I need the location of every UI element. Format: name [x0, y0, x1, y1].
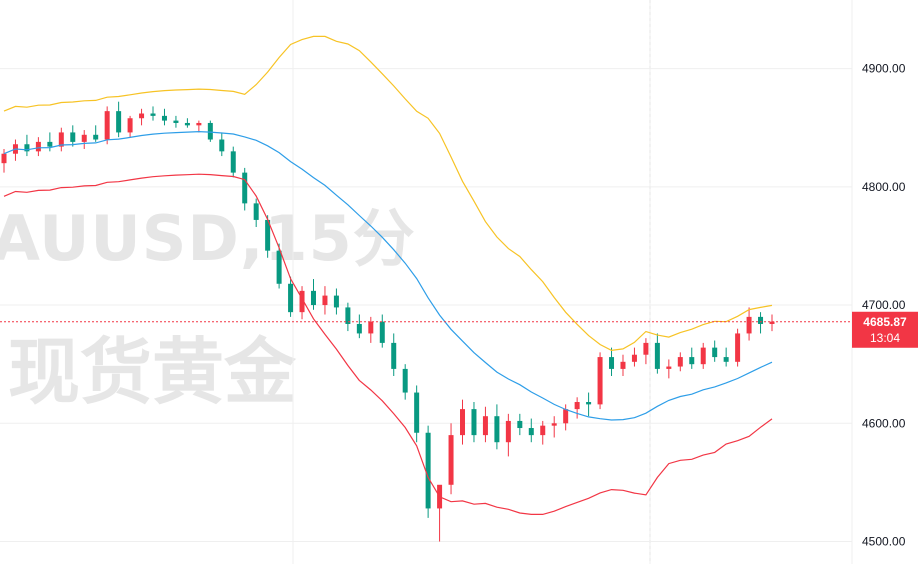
candle-body: [276, 250, 282, 284]
candle-body: [494, 416, 500, 443]
candle-body: [574, 402, 580, 410]
candle-body: [219, 139, 225, 152]
candle-body: [758, 316, 764, 324]
candle-body: [425, 432, 431, 509]
candle-body: [299, 290, 305, 313]
candle-body: [448, 435, 454, 485]
candle-body: [150, 113, 156, 116]
candle-body: [677, 357, 683, 367]
candle-body: [414, 392, 420, 433]
candle-body: [322, 295, 328, 306]
candle-body: [551, 423, 557, 426]
candle-body: [391, 342, 397, 369]
candle-body: [597, 357, 603, 405]
candle-body: [528, 428, 534, 436]
candle-body: [230, 151, 236, 173]
price-badge: [852, 311, 918, 348]
candle-body: [35, 141, 41, 152]
y-axis-tick-label: 4800.00: [862, 180, 906, 194]
candle-body: [517, 420, 523, 429]
candle-body: [345, 307, 351, 324]
candle-body: [242, 172, 248, 204]
candle-body: [93, 134, 99, 140]
price-badge-countdown: 13:04: [870, 331, 900, 345]
candle-body: [139, 113, 145, 119]
candle-body: [24, 144, 30, 152]
candle-body: [196, 122, 202, 126]
bollinger-middle-band: [3, 130, 773, 421]
candle-body: [540, 425, 546, 436]
candle-body: [609, 357, 615, 369]
candle-body: [379, 321, 385, 343]
candle-body: [333, 295, 339, 308]
candle-body: [1, 153, 7, 164]
candle-body: [81, 134, 87, 142]
candle-body: [207, 122, 213, 140]
candle-body: [127, 118, 133, 133]
candle-body: [70, 132, 76, 142]
candle-body: [310, 290, 316, 306]
candle-body: [746, 316, 752, 334]
candle-body: [460, 409, 466, 436]
candle-body: [654, 342, 660, 369]
candle-body: [58, 132, 64, 147]
candle-body: [505, 420, 511, 443]
bollinger-upper-band: [3, 35, 773, 352]
candle-body: [402, 368, 408, 393]
candle-body: [173, 120, 179, 123]
candle-body: [586, 402, 592, 405]
candle-body: [666, 366, 672, 369]
candle-body: [184, 122, 190, 126]
candle-body: [563, 409, 569, 424]
candle-body: [620, 361, 626, 369]
price-badge-value: 4685.87: [863, 315, 907, 329]
candle-body: [288, 283, 294, 313]
candle-body: [723, 357, 729, 362]
candle-body: [253, 203, 259, 220]
y-axis-tick-label: 4900.00: [862, 62, 906, 76]
bollinger-lower-band: [3, 173, 773, 515]
candle-body: [712, 347, 718, 358]
candle-body: [689, 357, 695, 365]
y-axis-tick-label: 4600.00: [862, 416, 906, 430]
candle-body: [265, 219, 271, 251]
candle-body: [482, 416, 488, 436]
candle-body: [769, 321, 775, 324]
candle-body: [631, 354, 637, 362]
candle-body: [643, 342, 649, 355]
candle-body: [104, 111, 110, 140]
candle-body: [700, 347, 706, 365]
y-axis-tick-label: 4700.00: [862, 298, 906, 312]
candle-body: [47, 141, 53, 147]
candle-body: [471, 409, 477, 436]
candle-body: [735, 333, 741, 362]
candle-body: [116, 111, 122, 133]
candle-body: [356, 323, 362, 334]
candle-body: [368, 321, 374, 334]
y-axis-tick-label: 4500.00: [862, 535, 906, 549]
candle-body: [161, 115, 167, 121]
